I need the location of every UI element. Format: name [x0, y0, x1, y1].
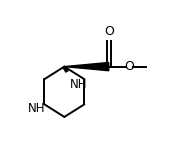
Text: O: O — [104, 25, 114, 38]
Text: O: O — [124, 60, 134, 73]
Polygon shape — [64, 62, 109, 71]
Text: NH: NH — [70, 78, 87, 91]
Text: NH: NH — [28, 102, 46, 115]
